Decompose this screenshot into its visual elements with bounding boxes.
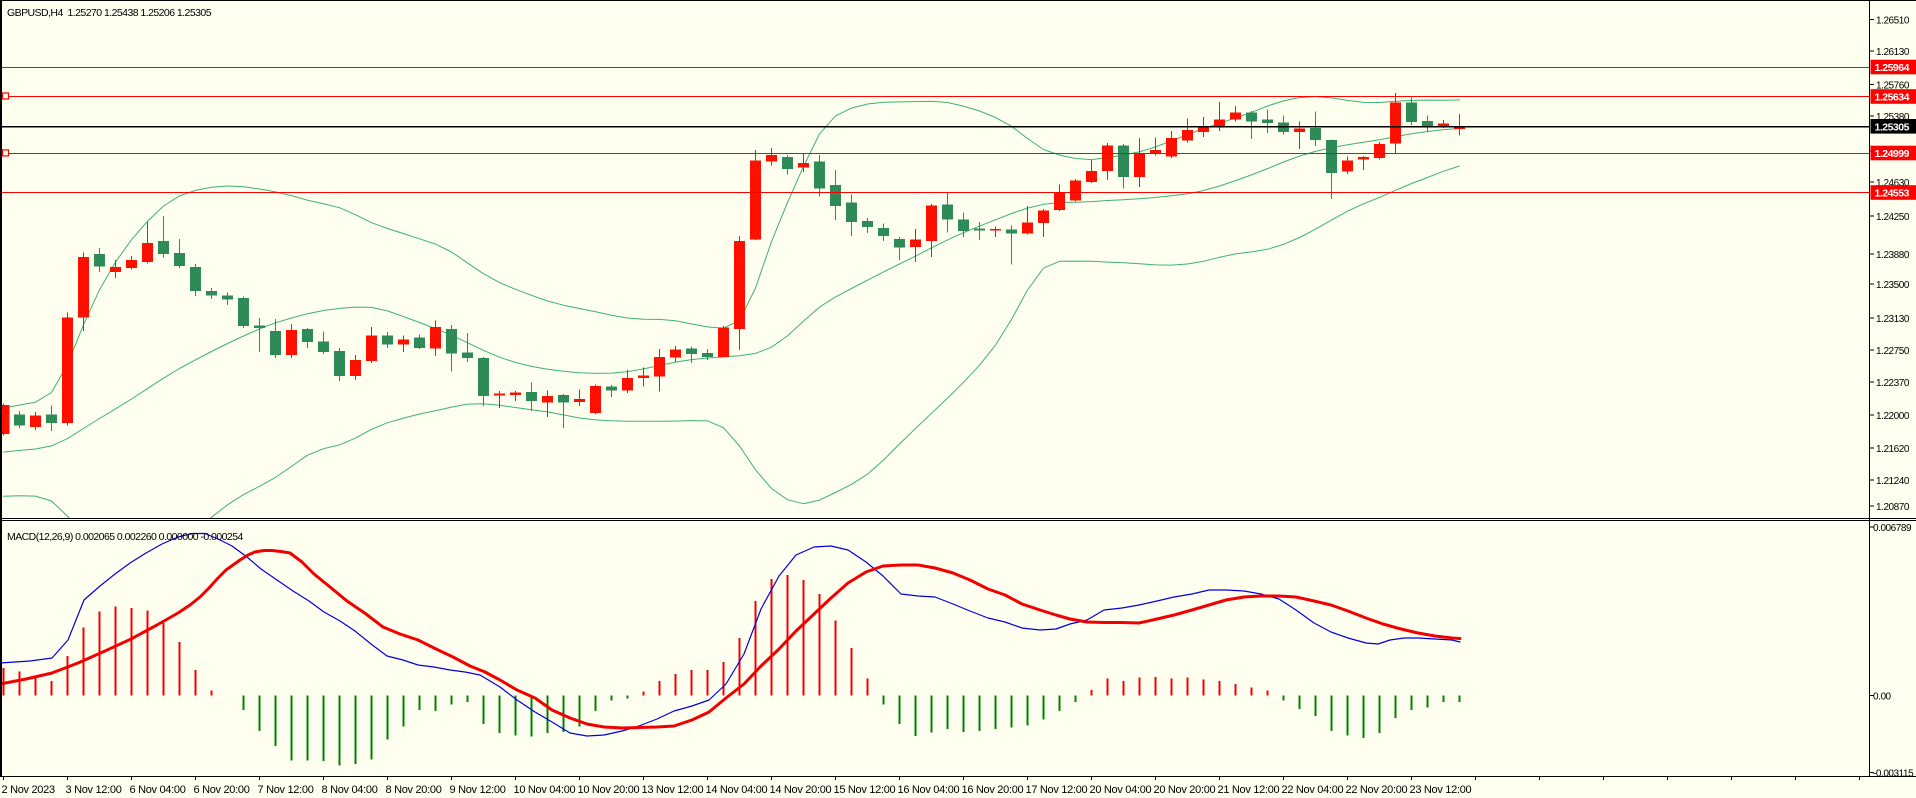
svg-text:GBPUSD,H4 1.25270 1.25438 1.2: GBPUSD,H4 1.25270 1.25438 1.25206 1.2530… — [7, 7, 212, 19]
svg-text:22 Nov 04:00: 22 Nov 04:00 — [1282, 784, 1344, 796]
svg-text:1.25305: 1.25305 — [1875, 121, 1910, 133]
svg-text:1.22000: 1.22000 — [1876, 411, 1910, 422]
svg-text:10 Nov 20:00: 10 Nov 20:00 — [578, 784, 640, 796]
svg-text:1.24553: 1.24553 — [1875, 188, 1910, 200]
svg-text:14 Nov 04:00: 14 Nov 04:00 — [706, 784, 768, 796]
svg-text:1.21620: 1.21620 — [1876, 444, 1910, 455]
svg-text:1.25634: 1.25634 — [1875, 92, 1910, 104]
svg-text:16 Nov 20:00: 16 Nov 20:00 — [962, 784, 1024, 796]
svg-text:6 Nov 04:00: 6 Nov 04:00 — [130, 784, 186, 796]
svg-text:14 Nov 20:00: 14 Nov 20:00 — [770, 784, 832, 796]
svg-text:1.23500: 1.23500 — [1876, 280, 1910, 291]
svg-text:10 Nov 04:00: 10 Nov 04:00 — [514, 784, 576, 796]
svg-text:3 Nov 12:00: 3 Nov 12:00 — [66, 784, 122, 796]
svg-text:20 Nov 20:00: 20 Nov 20:00 — [1154, 784, 1216, 796]
svg-text:1.20870: 1.20870 — [1876, 502, 1910, 513]
svg-text:-0.003115: -0.003115 — [1873, 768, 1914, 779]
svg-text:23 Nov 12:00: 23 Nov 12:00 — [1410, 784, 1472, 796]
svg-text:16 Nov 04:00: 16 Nov 04:00 — [898, 784, 960, 796]
svg-text:1.21240: 1.21240 — [1876, 476, 1910, 487]
svg-text:22 Nov 20:00: 22 Nov 20:00 — [1346, 784, 1408, 796]
svg-text:1.22370: 1.22370 — [1876, 378, 1910, 389]
svg-text:1.24999: 1.24999 — [1875, 148, 1910, 160]
svg-text:7 Nov 12:00: 7 Nov 12:00 — [258, 784, 314, 796]
svg-text:0.00: 0.00 — [1873, 691, 1892, 702]
svg-text:1.25964: 1.25964 — [1875, 62, 1910, 74]
svg-text:1.23880: 1.23880 — [1876, 250, 1910, 261]
svg-text:MACD(12,26,9) 0.002065 0.00226: MACD(12,26,9) 0.002065 0.002260 0.000000… — [7, 531, 243, 543]
svg-text:1.26510: 1.26510 — [1876, 15, 1910, 26]
svg-text:1.25380: 1.25380 — [1876, 112, 1910, 123]
svg-text:1.25760: 1.25760 — [1876, 80, 1910, 91]
svg-text:1.24250: 1.24250 — [1876, 212, 1910, 223]
svg-text:2 Nov 2023: 2 Nov 2023 — [2, 784, 55, 796]
svg-text:9 Nov 12:00: 9 Nov 12:00 — [450, 784, 506, 796]
svg-text:8 Nov 20:00: 8 Nov 20:00 — [386, 784, 442, 796]
svg-text:13 Nov 12:00: 13 Nov 12:00 — [642, 784, 704, 796]
svg-text:21 Nov 12:00: 21 Nov 12:00 — [1218, 784, 1280, 796]
svg-text:0.006789: 0.006789 — [1873, 523, 1912, 534]
svg-text:6 Nov 20:00: 6 Nov 20:00 — [194, 784, 250, 796]
svg-text:1.23130: 1.23130 — [1876, 314, 1910, 325]
svg-text:17 Nov 12:00: 17 Nov 12:00 — [1026, 784, 1088, 796]
svg-text:15 Nov 12:00: 15 Nov 12:00 — [834, 784, 896, 796]
svg-text:1.22750: 1.22750 — [1876, 346, 1910, 357]
svg-text:20 Nov 04:00: 20 Nov 04:00 — [1090, 784, 1152, 796]
svg-text:1.24630: 1.24630 — [1876, 178, 1910, 189]
svg-text:1.26130: 1.26130 — [1876, 47, 1910, 58]
svg-text:8 Nov 04:00: 8 Nov 04:00 — [322, 784, 378, 796]
